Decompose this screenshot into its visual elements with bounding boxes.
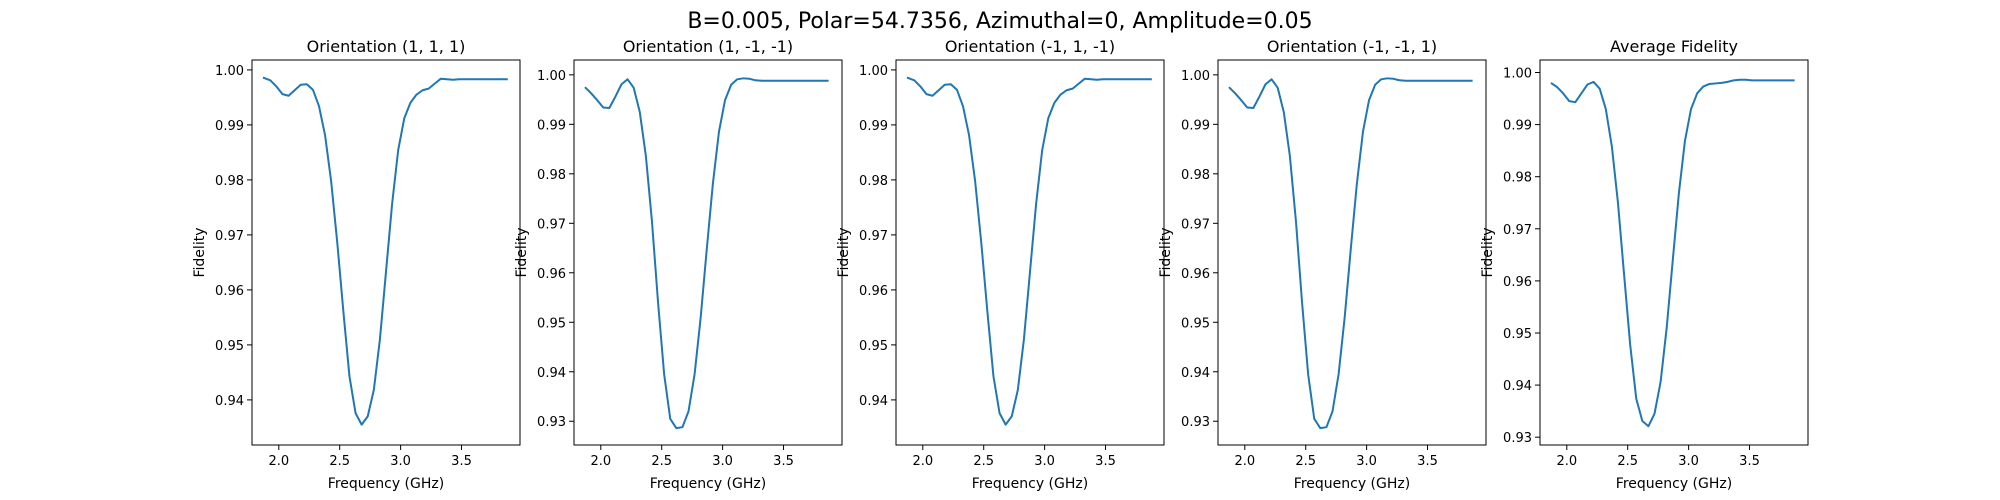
y-tick-label: 0.96 [1503, 275, 1532, 290]
subplots: 2.0 2.5 3.0 3.5 0.94 0.95 0.96 0.97 0.98 0.99 1.00… [192, 37, 1809, 492]
y-tick-label: 0.96 [537, 267, 566, 282]
figure-title: B=0.005, Polar=54.7356, Azimuthal=0, Amp… [687, 9, 1312, 34]
x-tick-label: 3.5 [451, 454, 472, 469]
y-tick-label: 0.98 [537, 168, 566, 183]
x-tick-label: 3.5 [1417, 454, 1438, 469]
y-tick-label: 0.95 [215, 339, 244, 354]
x-tick-label: 2.0 [1556, 454, 1577, 469]
subplot-4: 2.0 2.5 3.0 3.5 0.93 0.94 0.95 0.96 0.97 0.98 0.99… [1158, 37, 1487, 492]
y-tick-label: 0.99 [537, 118, 566, 133]
y-tick-label: 0.97 [537, 217, 566, 232]
y-axis-label: Fidelity [192, 228, 208, 278]
y-tick-label: 0.96 [859, 284, 888, 299]
y-tick-label: 0.97 [1503, 223, 1532, 238]
x-tick-label: 2.5 [1617, 454, 1638, 469]
fidelity-line [262, 76, 508, 426]
x-tick-label: 2.5 [329, 454, 350, 469]
x-tick-label: 3.0 [1034, 454, 1055, 469]
y-tick-label: 0.94 [1503, 379, 1532, 394]
x-tick-label: 3.5 [1095, 454, 1116, 469]
x-tick-label: 2.5 [1295, 454, 1316, 469]
x-tick-label: 3.5 [1739, 454, 1760, 469]
x-tick-label: 3.5 [773, 454, 794, 469]
y-tick-label: 0.98 [1181, 168, 1210, 183]
y-axis-label: Fidelity [1480, 228, 1496, 278]
y-tick-label: 0.97 [859, 229, 888, 244]
subplot-title: Orientation (-1, -1, 1) [1267, 37, 1437, 56]
x-tick-label: 2.0 [268, 454, 289, 469]
y-tick-label: 0.94 [537, 366, 566, 381]
x-axis-label: Frequency (GHz) [328, 476, 444, 492]
y-tick-label: 0.94 [215, 394, 244, 409]
x-tick-label: 2.0 [912, 454, 933, 469]
fidelity-line [906, 76, 1152, 426]
y-tick-label: 0.97 [215, 229, 244, 244]
axes-frame [251, 59, 521, 446]
subplot-title: Orientation (1, 1, 1) [307, 37, 466, 56]
x-tick-label: 3.0 [390, 454, 411, 469]
x-axis-label: Frequency (GHz) [650, 476, 766, 492]
y-tick-label: 0.99 [215, 119, 244, 134]
y-axis-label: Fidelity [514, 228, 530, 278]
x-axis-label: Frequency (GHz) [972, 476, 1088, 492]
x-tick-label: 3.0 [1356, 454, 1377, 469]
x-axis-label: Frequency (GHz) [1616, 476, 1732, 492]
x-tick-label: 3.0 [1678, 454, 1699, 469]
y-tick-label: 0.98 [859, 174, 888, 189]
y-tick-label: 0.98 [215, 174, 244, 189]
axes-frame [573, 59, 843, 446]
x-tick-label: 2.0 [1234, 454, 1255, 469]
axes-frame [1217, 59, 1487, 446]
y-tick-label: 0.99 [859, 119, 888, 134]
x-axis-label: Frequency (GHz) [1294, 476, 1410, 492]
y-tick-label: 0.95 [1503, 327, 1532, 342]
subplot-title: Orientation (-1, 1, -1) [945, 37, 1115, 56]
y-tick-label: 0.97 [1181, 217, 1210, 232]
subplot-5: 2.0 2.5 3.0 3.5 0.93 0.94 0.95 0.96 0.97 0.98 0.99… [1480, 37, 1809, 492]
fidelity-line [1228, 77, 1473, 430]
y-tick-label: 0.95 [537, 316, 566, 331]
axes-frame [895, 59, 1165, 446]
y-tick-label: 0.94 [1181, 366, 1210, 381]
subplot-2: 2.0 2.5 3.0 3.5 0.93 0.94 0.95 0.96 0.97 0.98 0.99… [514, 37, 843, 492]
y-tick-label: 0.93 [1503, 431, 1532, 446]
x-tick-label: 2.0 [590, 454, 611, 469]
axes-frame [1539, 59, 1809, 446]
subplot-title: Orientation (1, -1, -1) [623, 37, 793, 56]
x-tick-label: 2.5 [973, 454, 994, 469]
fidelity-line [584, 77, 829, 430]
x-tick-label: 2.5 [651, 454, 672, 469]
y-tick-label: 1.00 [537, 69, 566, 84]
y-tick-label: 1.00 [1503, 67, 1532, 82]
y-tick-label: 0.99 [1181, 118, 1210, 133]
y-tick-label: 0.98 [1503, 171, 1532, 186]
y-axis-label: Fidelity [836, 228, 852, 278]
subplot-1: 2.0 2.5 3.0 3.5 0.94 0.95 0.96 0.97 0.98 0.99 1.00… [192, 37, 521, 492]
y-axis-label: Fidelity [1158, 228, 1174, 278]
y-tick-label: 1.00 [859, 64, 888, 79]
y-tick-label: 0.99 [1503, 119, 1532, 134]
y-tick-label: 0.95 [1181, 316, 1210, 331]
y-tick-label: 0.93 [1181, 415, 1210, 430]
y-tick-label: 0.93 [537, 415, 566, 430]
y-tick-label: 1.00 [215, 64, 244, 79]
y-tick-label: 0.95 [859, 339, 888, 354]
y-tick-label: 1.00 [1181, 69, 1210, 84]
y-tick-label: 0.96 [215, 284, 244, 299]
y-tick-label: 0.94 [859, 394, 888, 409]
x-tick-label: 3.0 [712, 454, 733, 469]
y-tick-label: 0.96 [1181, 267, 1210, 282]
subplot-title: Average Fidelity [1610, 37, 1738, 56]
subplot-3: 2.0 2.5 3.0 3.5 0.94 0.95 0.96 0.97 0.98 0.99 1.00… [836, 37, 1165, 492]
fidelity-line [1550, 78, 1795, 428]
